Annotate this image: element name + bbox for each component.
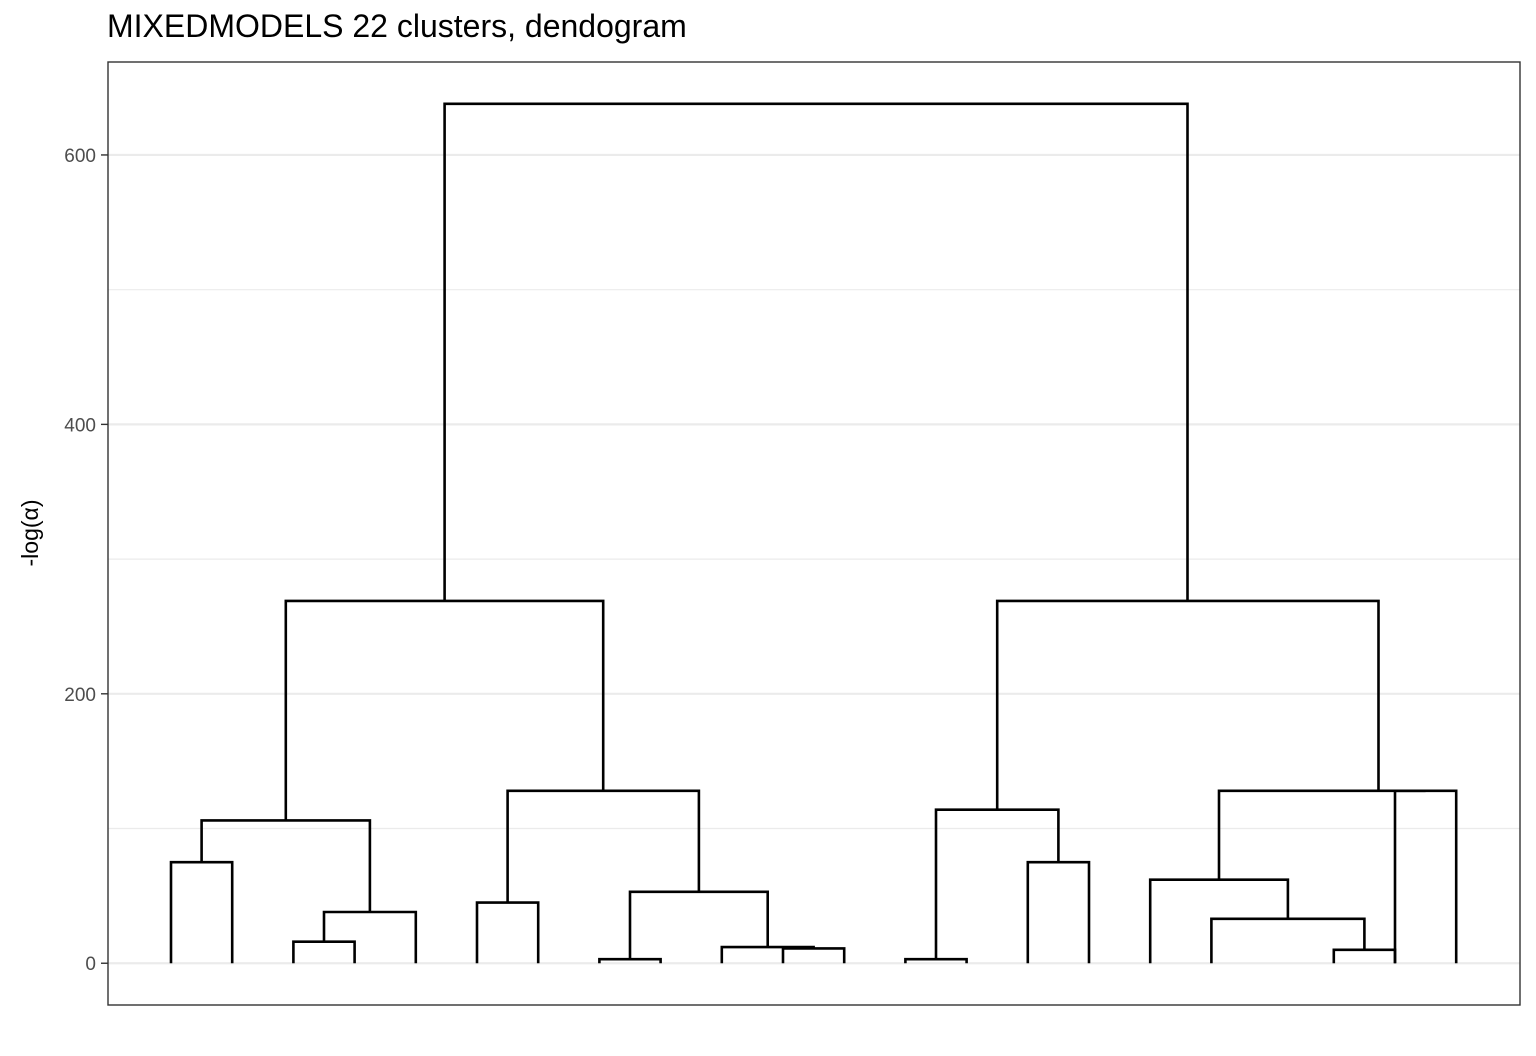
dendrogram-link-13 [934,808,1060,960]
y-tick-label-3: 600 [64,146,96,167]
dendrogram-link-14 [1332,948,1397,964]
y-tick-label-2: 400 [64,415,96,436]
dendrogram-link-2 [322,910,418,964]
y-tick-label-1: 200 [64,685,96,706]
dendrogram-link-8 [628,890,770,960]
dendrogram-link-17 [1393,789,1458,964]
y-axis-label: -log(α) [17,500,43,567]
dendrogram-link-19 [995,599,1380,810]
dendrogram-link-1 [292,940,356,964]
grid-lines [108,153,1520,965]
dendrogram-link-18 [1217,789,1426,880]
plot-panel-border [107,61,1521,1006]
dendrogram-link-4 [475,901,540,964]
dendrogram-link-3 [200,819,372,912]
y-tick-label-0: 0 [85,954,96,975]
dendrogram-link-20 [443,102,1189,601]
chart-title: MIXEDMODELS 22 clusters, dendogram [107,8,687,44]
dendrogram-link-9 [506,789,701,903]
dendrogram-link-0 [169,860,234,964]
dendrogram-link-10 [284,599,605,821]
dendrogram-link-15 [1210,917,1366,964]
dendrogram-tree [169,102,1458,964]
dendrogram-link-7 [781,947,846,964]
y-axis: 0 200 400 600 [64,146,108,975]
dendrogram-link-12 [1026,860,1091,964]
dendrogram-link-16 [1148,878,1290,964]
